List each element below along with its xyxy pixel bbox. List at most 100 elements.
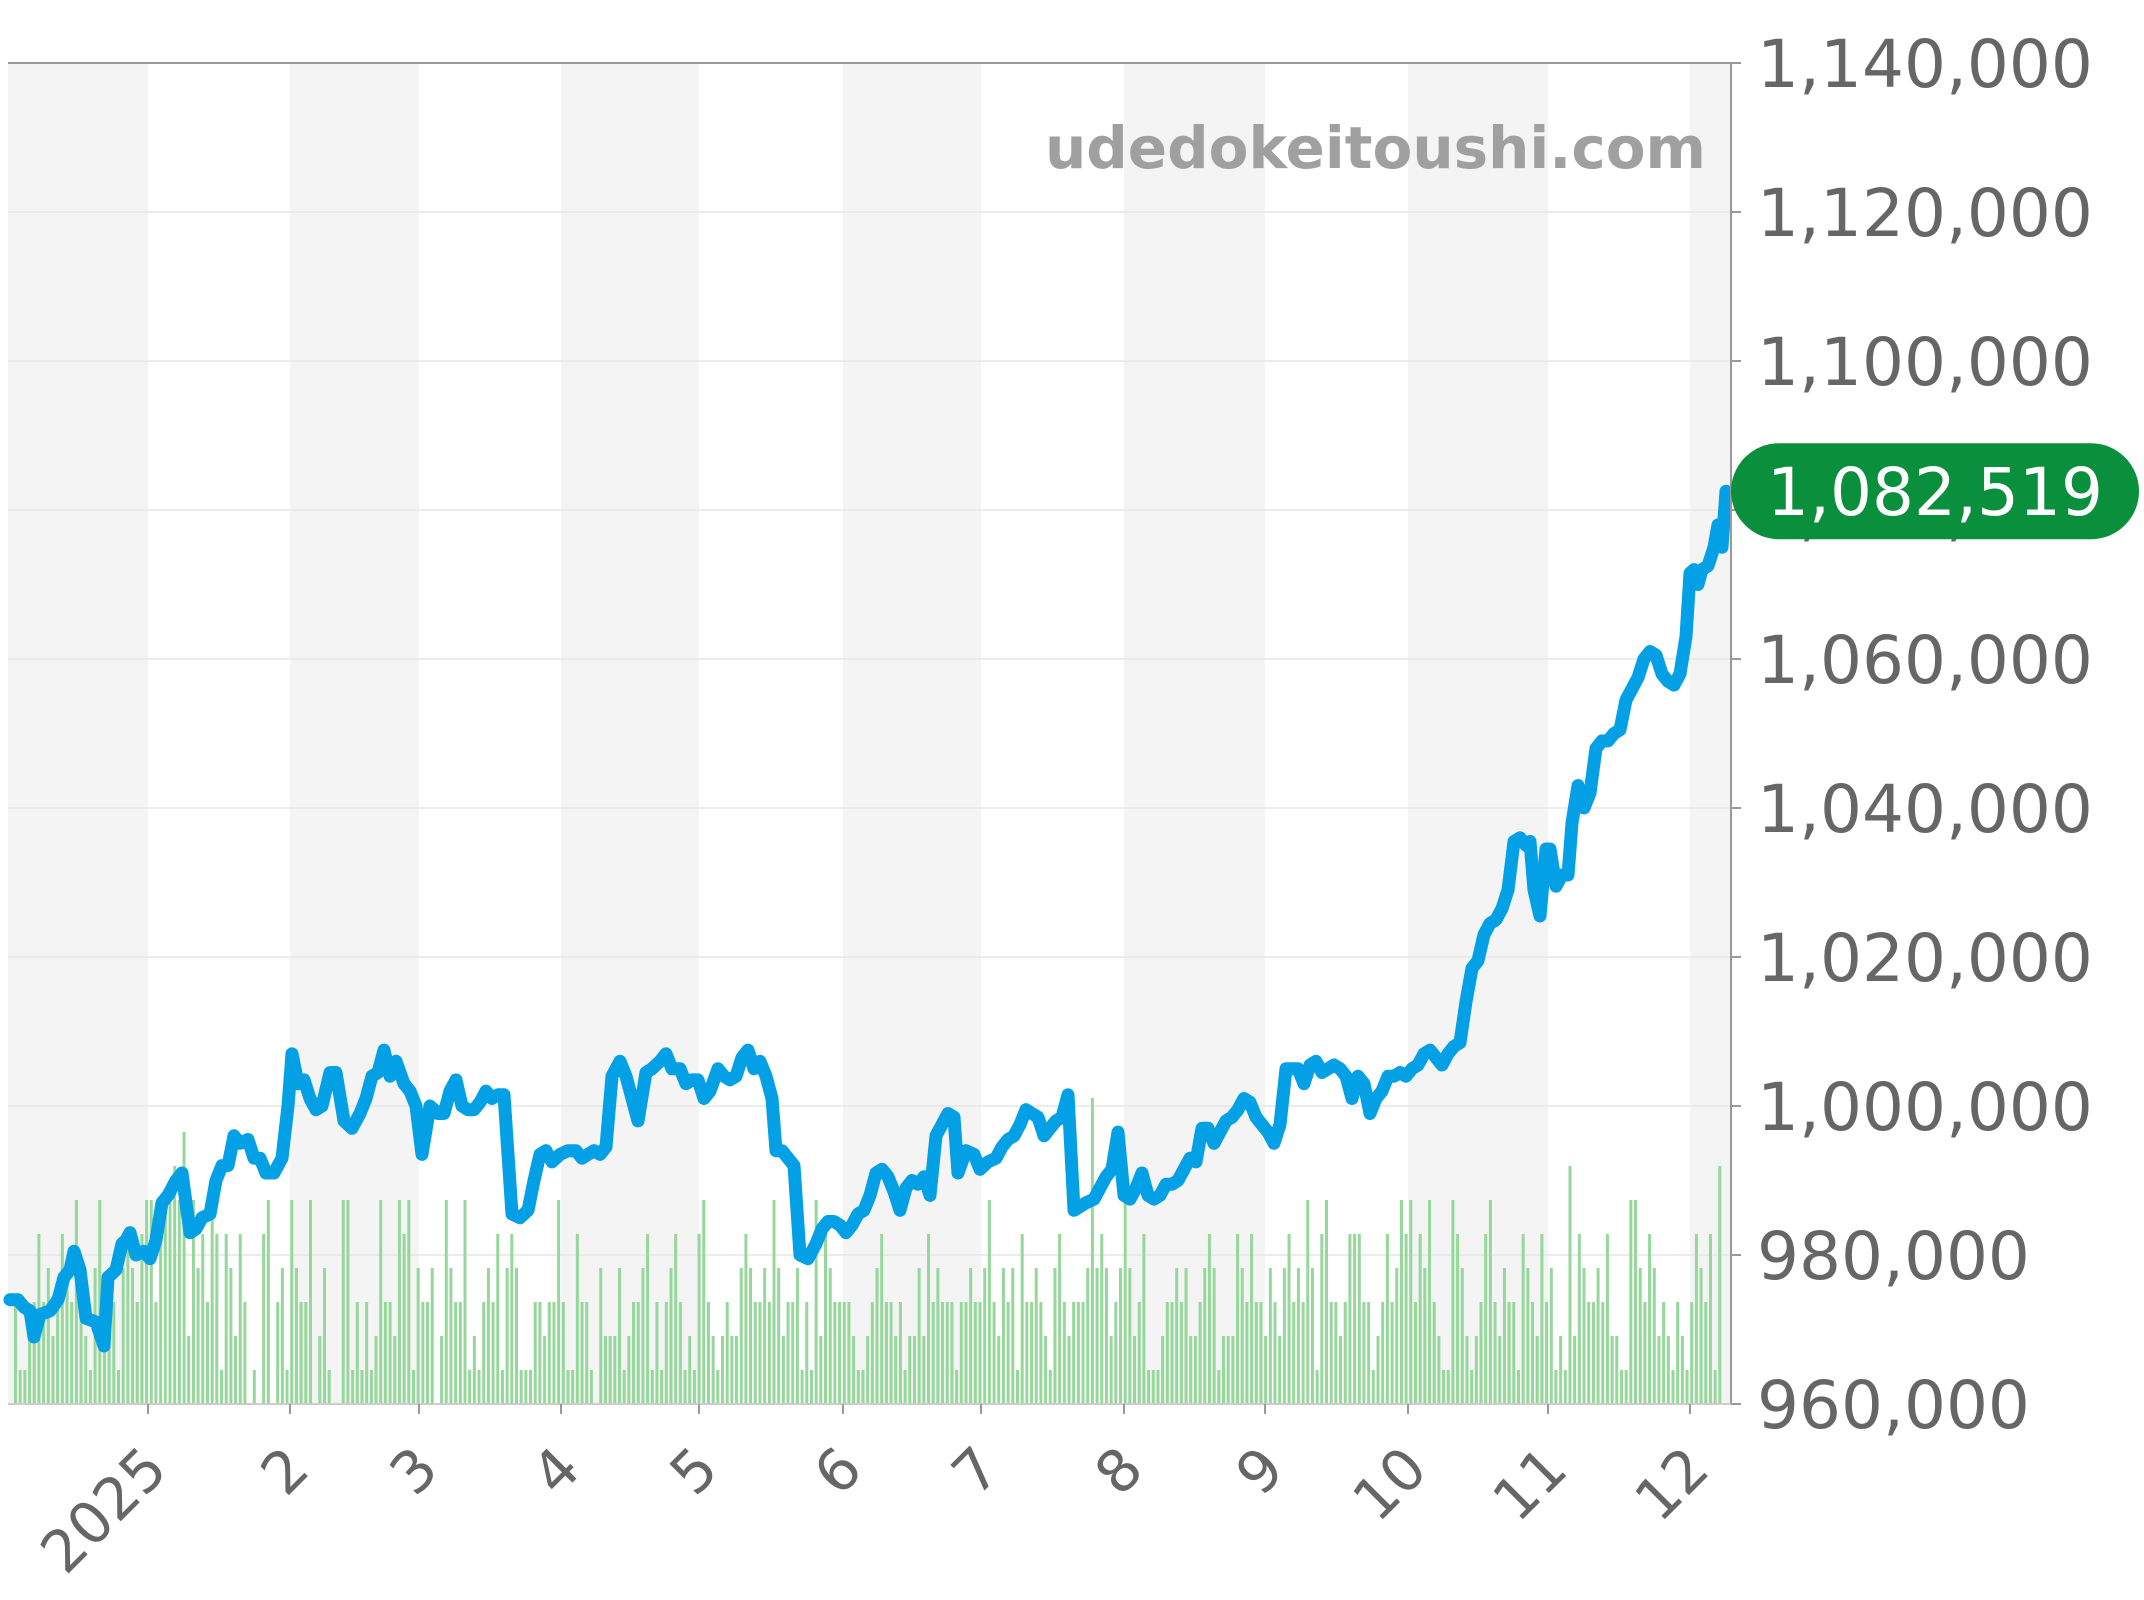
volume-bar bbox=[1306, 1200, 1310, 1404]
volume-bar bbox=[1353, 1234, 1357, 1404]
volume-bar bbox=[135, 1302, 139, 1404]
volume-bar bbox=[46, 1268, 50, 1404]
volume-bar bbox=[1137, 1302, 1141, 1404]
volume-bar bbox=[276, 1302, 280, 1404]
volume-bar bbox=[145, 1200, 149, 1404]
volume-bar bbox=[98, 1200, 102, 1404]
volume-bar bbox=[1409, 1200, 1413, 1404]
volume-bar bbox=[1142, 1234, 1146, 1404]
volume-bar bbox=[280, 1268, 284, 1404]
volume-bar bbox=[234, 1336, 238, 1404]
volume-bar bbox=[514, 1268, 518, 1404]
volume-bar bbox=[187, 1336, 191, 1404]
volume-bar bbox=[664, 1302, 668, 1404]
x-tick-label: 7 bbox=[939, 1434, 1013, 1508]
volume-bar bbox=[1610, 1336, 1614, 1404]
volume-bar bbox=[1699, 1268, 1703, 1404]
volume-bar bbox=[1044, 1336, 1048, 1404]
volume-bar bbox=[51, 1336, 55, 1404]
current-price-label: 1,082,519 bbox=[1767, 454, 2103, 531]
x-tick-label: 4 bbox=[519, 1434, 593, 1508]
volume-bar bbox=[1619, 1370, 1623, 1404]
volume-bar bbox=[608, 1336, 612, 1404]
volume-bar bbox=[721, 1336, 725, 1404]
volume-bar bbox=[1343, 1302, 1347, 1404]
volume-bar bbox=[290, 1200, 294, 1404]
volume-bar bbox=[1624, 1370, 1628, 1404]
y-tick-label: 960,000 bbox=[1757, 1367, 2030, 1444]
y-tick-label: 980,000 bbox=[1757, 1218, 2030, 1295]
volume-bar bbox=[1184, 1268, 1188, 1404]
month-band bbox=[290, 63, 419, 1404]
volume-bar bbox=[1067, 1336, 1071, 1404]
volume-bar bbox=[1292, 1302, 1296, 1404]
volume-bar bbox=[126, 1234, 130, 1404]
volume-bar bbox=[997, 1336, 1001, 1404]
volume-bar bbox=[955, 1370, 959, 1404]
volume-bar bbox=[884, 1302, 888, 1404]
volume-bar bbox=[383, 1302, 387, 1404]
volume-bar bbox=[1076, 1302, 1080, 1404]
volume-bar bbox=[1207, 1234, 1211, 1404]
volume-bar bbox=[1493, 1302, 1497, 1404]
volume-bar bbox=[1264, 1336, 1268, 1404]
volume-bar bbox=[912, 1336, 916, 1404]
volume-bar bbox=[627, 1336, 631, 1404]
volume-bar bbox=[992, 1302, 996, 1404]
volume-bar bbox=[14, 1302, 17, 1404]
volume-bar bbox=[538, 1302, 542, 1404]
volume-bar bbox=[1535, 1336, 1539, 1404]
volume-bar bbox=[543, 1336, 547, 1404]
volume-bar bbox=[18, 1370, 22, 1404]
volume-bar bbox=[1563, 1370, 1567, 1404]
volume-bar bbox=[819, 1336, 823, 1404]
volume-bar bbox=[744, 1234, 748, 1404]
volume-bar bbox=[1357, 1234, 1361, 1404]
volume-bar bbox=[1404, 1234, 1408, 1404]
volume-bar bbox=[23, 1370, 27, 1404]
volume-bar bbox=[519, 1370, 523, 1404]
volume-bar bbox=[641, 1268, 645, 1404]
volume-bar bbox=[547, 1302, 551, 1404]
volume-bar bbox=[753, 1302, 757, 1404]
x-tick-label: 6 bbox=[801, 1434, 875, 1508]
volume-bar bbox=[416, 1268, 420, 1404]
volume-bar bbox=[1020, 1234, 1024, 1404]
volume-bar bbox=[1114, 1302, 1118, 1404]
volume-bar bbox=[224, 1234, 228, 1404]
volume-bar bbox=[1395, 1268, 1399, 1404]
volume-bar bbox=[1437, 1336, 1441, 1404]
x-tick-label: 2 bbox=[248, 1434, 322, 1508]
volume-bar bbox=[1413, 1302, 1417, 1404]
volume-bar bbox=[215, 1234, 219, 1404]
volume-bar bbox=[1128, 1268, 1132, 1404]
current-price-badge: 1,082,519 bbox=[1731, 443, 2139, 540]
volume-bar bbox=[566, 1370, 570, 1404]
volume-bar bbox=[758, 1302, 762, 1404]
volume-bar bbox=[42, 1302, 46, 1404]
volume-bar bbox=[65, 1268, 69, 1404]
volume-bar bbox=[1362, 1302, 1366, 1404]
volume-bar bbox=[973, 1302, 977, 1404]
volume-bar bbox=[318, 1336, 322, 1404]
volume-bar bbox=[1704, 1302, 1708, 1404]
volume-bar bbox=[1376, 1336, 1380, 1404]
volume-bar bbox=[262, 1234, 266, 1404]
volume-bar bbox=[205, 1302, 209, 1404]
volume-bar bbox=[1222, 1336, 1226, 1404]
volume-bar bbox=[1507, 1302, 1511, 1404]
volume-bar bbox=[229, 1268, 233, 1404]
volume-bar bbox=[1198, 1302, 1202, 1404]
volume-bar bbox=[945, 1302, 949, 1404]
month-band bbox=[1124, 63, 1265, 1404]
volume-bar bbox=[1591, 1302, 1595, 1404]
volume-bar bbox=[1090, 1098, 1094, 1404]
volume-bar bbox=[1648, 1234, 1652, 1404]
volume-bar bbox=[1226, 1336, 1230, 1404]
volume-bar bbox=[533, 1302, 537, 1404]
volume-bar bbox=[856, 1370, 860, 1404]
volume-bar bbox=[1371, 1370, 1375, 1404]
volume-bar bbox=[767, 1302, 771, 1404]
price-line bbox=[3, 484, 1733, 1353]
volume-bar bbox=[1385, 1234, 1389, 1404]
